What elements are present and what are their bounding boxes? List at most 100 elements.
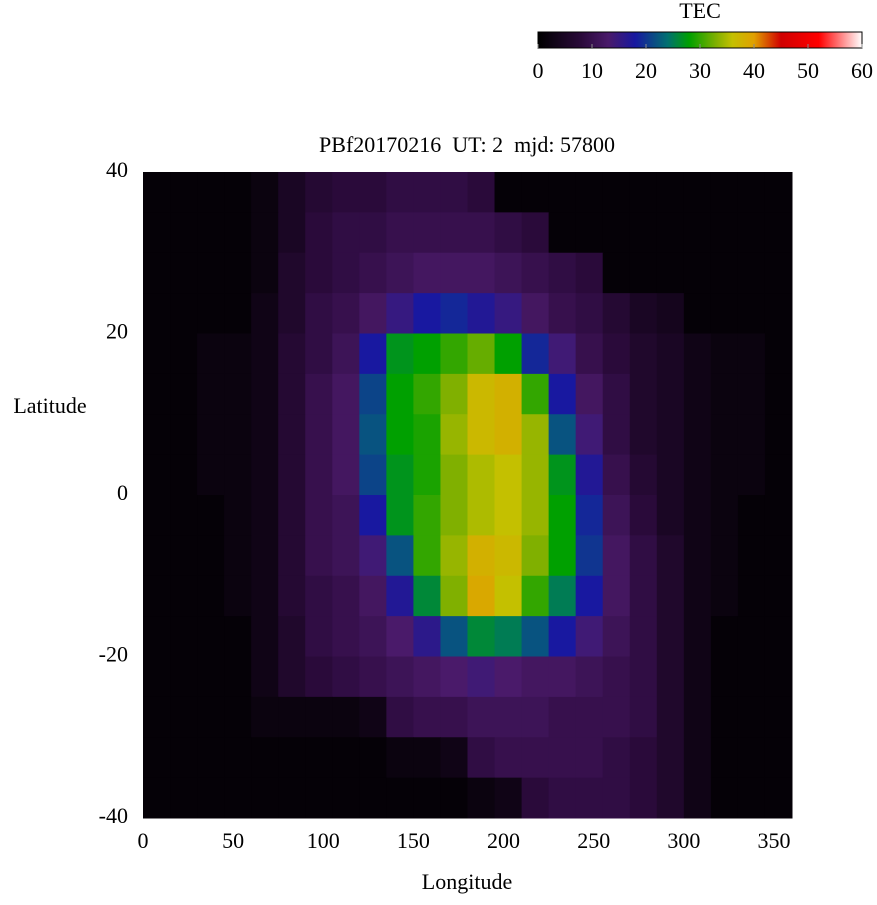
heatmap-cell xyxy=(143,373,171,415)
heatmap-cell xyxy=(143,293,171,334)
heatmap-cell xyxy=(629,696,658,738)
heatmap-cell xyxy=(278,293,306,334)
heatmap-cell xyxy=(575,696,604,738)
heatmap-cell xyxy=(197,737,225,779)
heatmap-cell xyxy=(332,737,360,779)
heatmap-cell xyxy=(467,212,496,254)
heatmap-cell xyxy=(602,454,631,496)
heatmap-cell xyxy=(170,212,198,254)
heatmap-cell xyxy=(467,454,496,496)
heatmap-cell xyxy=(737,373,766,415)
heatmap-cell xyxy=(278,656,306,698)
heatmap-cell xyxy=(170,616,198,657)
x-tick-label: 100 xyxy=(307,828,340,853)
heatmap-cell xyxy=(602,737,631,779)
heatmap-cell xyxy=(602,333,631,375)
heatmap-cell xyxy=(683,575,712,617)
heatmap-cell xyxy=(548,737,577,779)
heatmap-cell xyxy=(332,373,360,415)
heatmap-cell xyxy=(170,656,198,698)
heatmap-cell xyxy=(548,696,577,738)
heatmap-cell xyxy=(143,777,171,819)
heatmap-cell xyxy=(575,252,604,294)
heatmap-cell xyxy=(656,252,685,294)
heatmap-cell xyxy=(386,333,414,375)
heatmap-cell xyxy=(467,414,496,456)
heatmap-cell xyxy=(683,656,712,698)
heatmap-cell xyxy=(197,333,225,375)
heatmap-cell xyxy=(629,373,658,415)
heatmap-cell xyxy=(764,696,793,738)
heatmap-cell xyxy=(710,777,739,819)
heatmap-cell xyxy=(575,333,604,375)
heatmap-cell xyxy=(656,212,685,254)
heatmap-cell xyxy=(440,696,468,738)
heatmap-cell xyxy=(386,293,414,334)
heatmap-cell xyxy=(332,414,360,456)
heatmap-cell xyxy=(305,252,333,294)
heatmap-cell xyxy=(494,575,523,617)
heatmap-cell xyxy=(764,535,793,577)
heatmap-cell xyxy=(359,293,387,334)
heatmap-cell xyxy=(413,252,441,294)
heatmap-cell xyxy=(197,616,225,657)
heatmap-cell xyxy=(548,535,577,577)
heatmap-cell xyxy=(710,333,739,375)
heatmap-cell xyxy=(494,252,523,294)
heatmap-cell xyxy=(197,293,225,334)
heatmap-cell xyxy=(224,696,252,738)
heatmap-cell xyxy=(710,373,739,415)
heatmap-cell xyxy=(710,495,739,536)
heatmap-cell xyxy=(305,373,333,415)
heatmap-cell xyxy=(737,212,766,254)
heatmap-cell xyxy=(467,777,496,819)
heatmap-cell xyxy=(656,535,685,577)
heatmap-cell xyxy=(305,293,333,334)
heatmap-cell xyxy=(548,212,577,254)
heatmap-cell xyxy=(548,172,577,213)
heatmap-cell xyxy=(521,656,550,698)
heatmap-cell xyxy=(629,252,658,294)
heatmap-cell xyxy=(602,656,631,698)
heatmap-cell xyxy=(764,777,793,819)
heatmap-cell xyxy=(305,333,333,375)
heatmap-cell xyxy=(710,414,739,456)
heatmap-cell xyxy=(170,696,198,738)
heatmap-cell xyxy=(494,454,523,496)
heatmap-cell xyxy=(467,575,496,617)
heatmap-cell xyxy=(737,495,766,536)
heatmap-cell xyxy=(602,414,631,456)
heatmap-cell xyxy=(413,495,441,536)
heatmap-cell xyxy=(440,212,468,254)
heatmap-cell xyxy=(170,373,198,415)
heatmap-cell xyxy=(386,535,414,577)
heatmap-cell xyxy=(332,252,360,294)
heatmap-cell xyxy=(575,414,604,456)
heatmap-cell xyxy=(737,293,766,334)
heatmap-cell xyxy=(224,333,252,375)
heatmap-cell xyxy=(170,252,198,294)
heatmap-cell xyxy=(251,333,279,375)
heatmap-cell xyxy=(251,737,279,779)
heatmap-cell xyxy=(440,252,468,294)
heatmap-cell xyxy=(710,454,739,496)
heatmap-cell xyxy=(278,172,306,213)
heatmap-cell xyxy=(278,616,306,657)
heatmap-cell xyxy=(413,212,441,254)
heatmap-cell xyxy=(413,373,441,415)
heatmap-cell xyxy=(413,616,441,657)
heatmap-cell xyxy=(305,414,333,456)
heatmap-cell xyxy=(764,454,793,496)
heatmap-cell xyxy=(602,212,631,254)
heatmap-cell xyxy=(251,454,279,496)
heatmap-cell xyxy=(143,414,171,456)
x-tick-label: 350 xyxy=(757,828,790,853)
heatmap-cell xyxy=(575,737,604,779)
heatmap-cell xyxy=(494,737,523,779)
chart-title: PBf20170216 UT: 2 mjd: 57800 xyxy=(319,132,615,157)
heatmap-cell xyxy=(467,172,496,213)
heatmap-cell xyxy=(251,293,279,334)
heatmap-cell xyxy=(386,616,414,657)
heatmap-cell xyxy=(224,777,252,819)
heatmap-cell xyxy=(440,454,468,496)
